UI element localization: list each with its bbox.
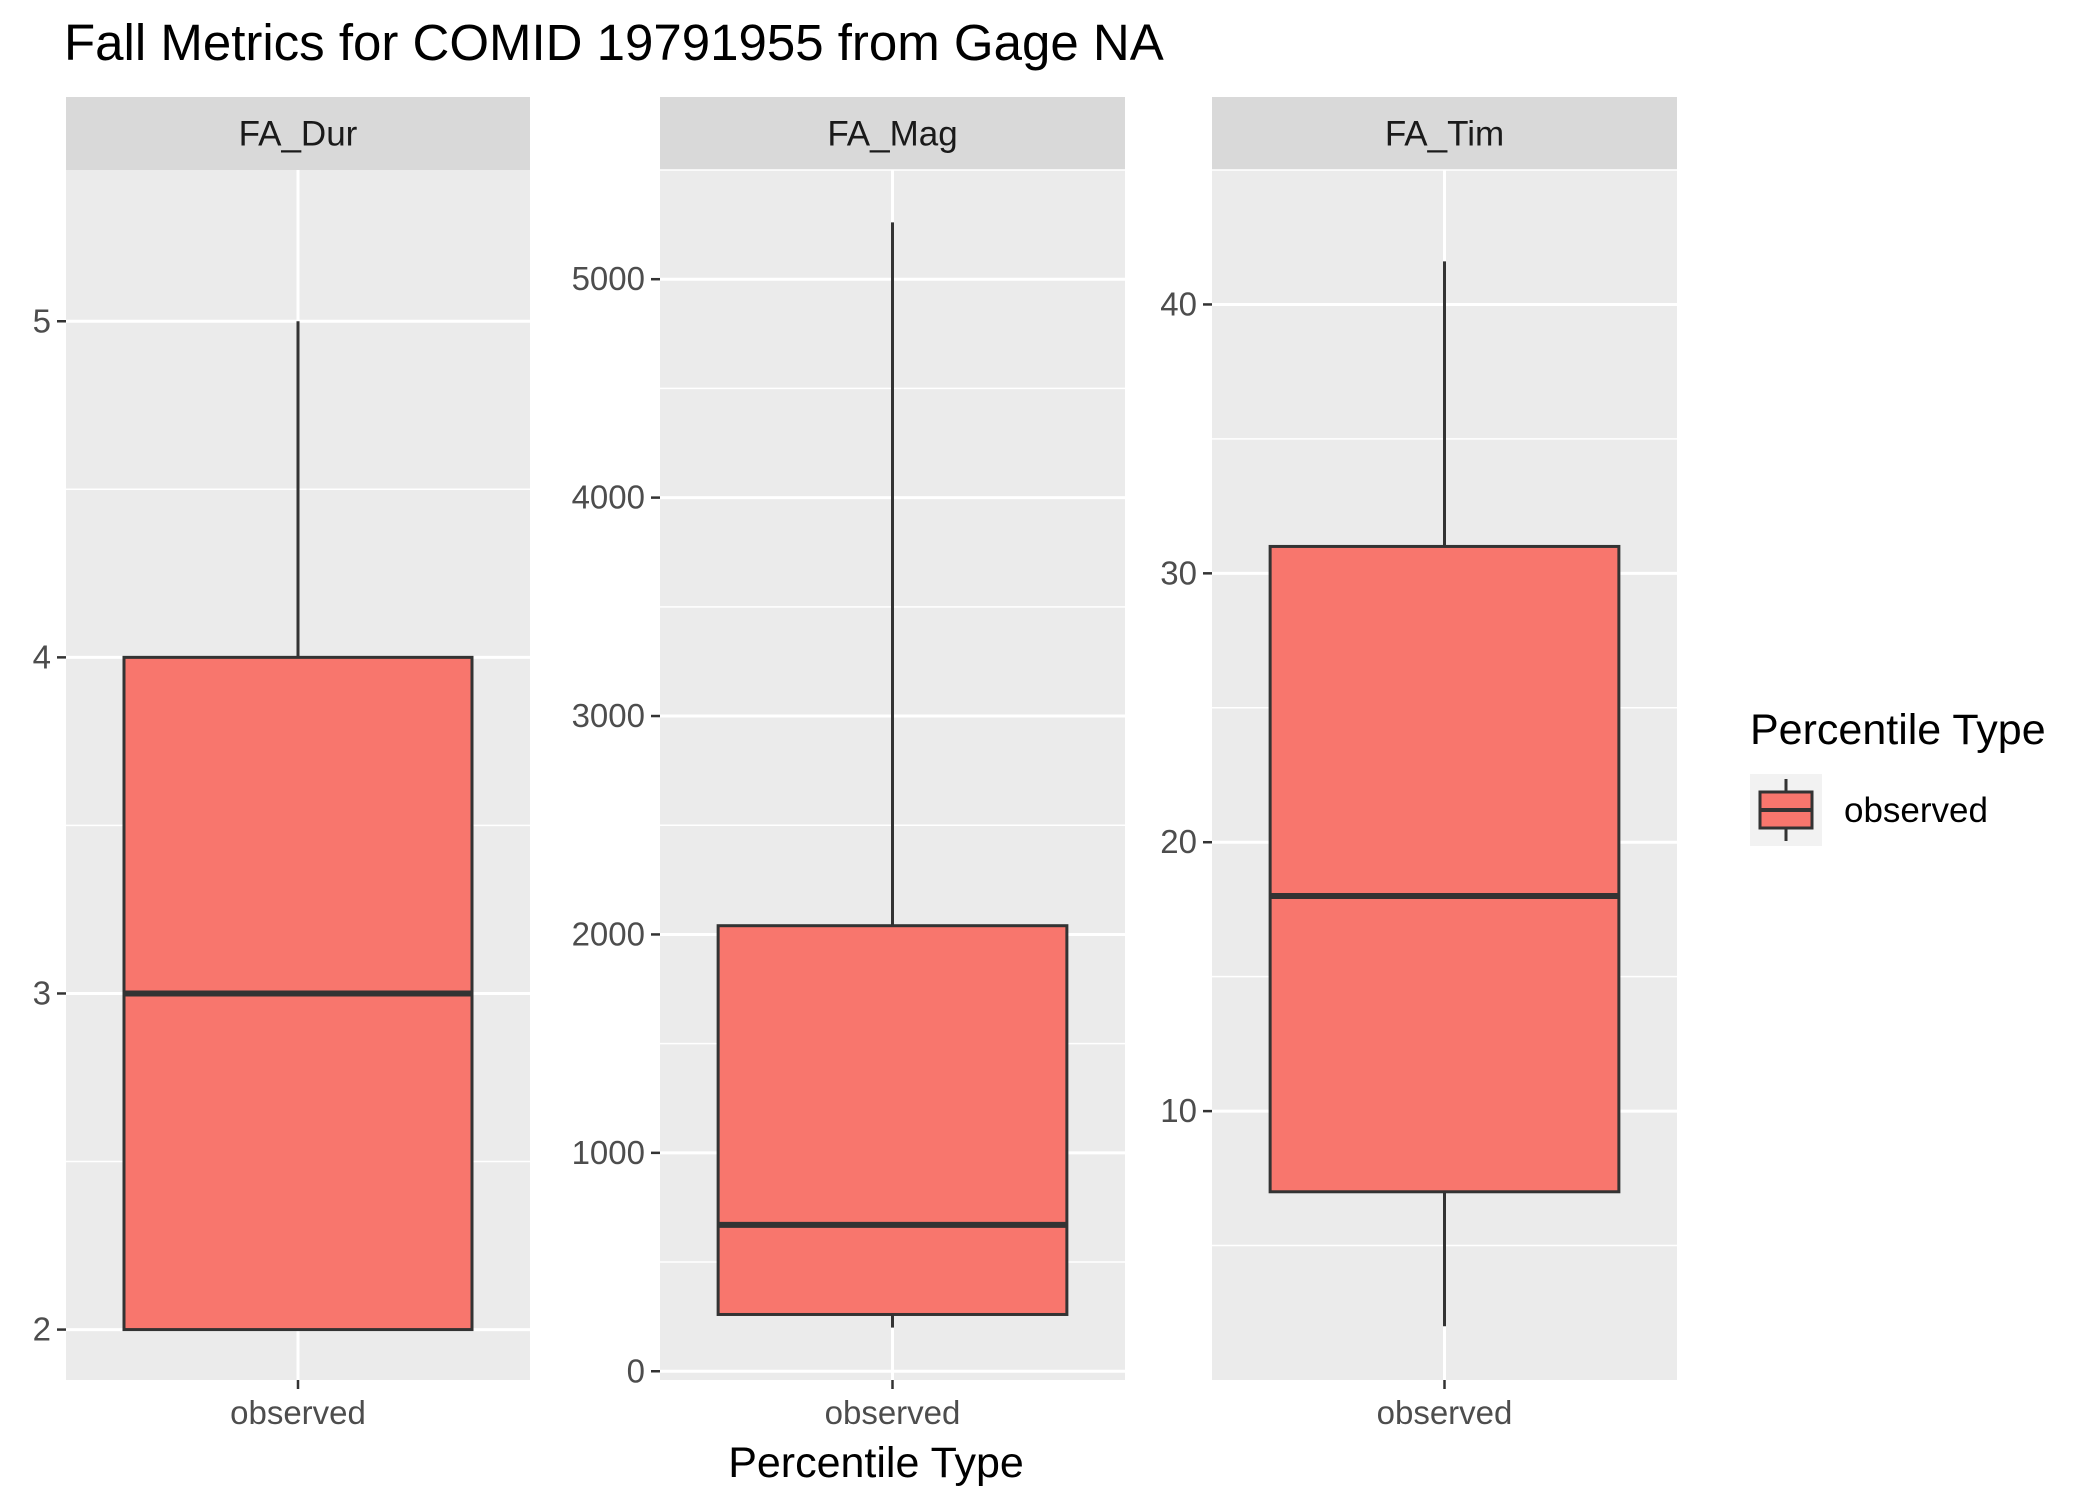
x-tick-label: observed [1377,1394,1513,1431]
strip-fa-dur [66,97,530,170]
y-tick-label: 0 [627,1352,645,1389]
panel-fa-tim: FA_Tim 10 20 30 40 observed [1160,97,1677,1431]
y-tick-label: 1000 [572,1134,645,1171]
x-axis-title: Percentile Type [728,1439,1024,1487]
strip-fa-tim [1212,97,1677,170]
chart-title: Fall Metrics for COMID 19791955 from Gag… [64,14,1164,71]
box-fa-mag [716,924,1069,1316]
facet-panels: FA_Dur 2 3 4 5 observed FA_Mag 0 1000 2000 3000 400… [33,97,1677,1431]
y-tick-label: 3000 [572,697,645,734]
strip-label-fa-tim: FA_Tim [1385,115,1504,154]
y-tick-label: 20 [1160,823,1197,860]
y-tick-label: 40 [1160,285,1197,322]
y-tick-label: 4000 [572,479,645,516]
box-fa-tim [1268,544,1621,1194]
y-tick-label: 30 [1160,554,1197,591]
panel-fa-dur: FA_Dur 2 3 4 5 observed [33,97,530,1431]
y-tick-label: 5000 [572,260,645,297]
y-tick-label: 3 [33,974,51,1011]
legend-label-observed: observed [1844,791,1988,830]
strip-label-fa-dur: FA_Dur [239,115,358,154]
y-tick-label: 5 [33,302,51,339]
x-tick-label: observed [825,1394,961,1431]
strip-fa-mag [660,97,1125,170]
y-tick-label: 2000 [572,915,645,952]
x-tick-label: observed [230,1394,366,1431]
y-tick-label: 10 [1160,1092,1197,1129]
legend-title: Percentile Type [1750,706,2046,754]
legend: Percentile Type observed [1750,706,2046,846]
panel-fa-mag: FA_Mag 0 1000 2000 3000 4000 5000 observed [572,97,1125,1431]
y-tick-label: 2 [33,1311,51,1348]
strip-label-fa-mag: FA_Mag [827,115,957,154]
y-tick-label: 4 [33,638,51,675]
